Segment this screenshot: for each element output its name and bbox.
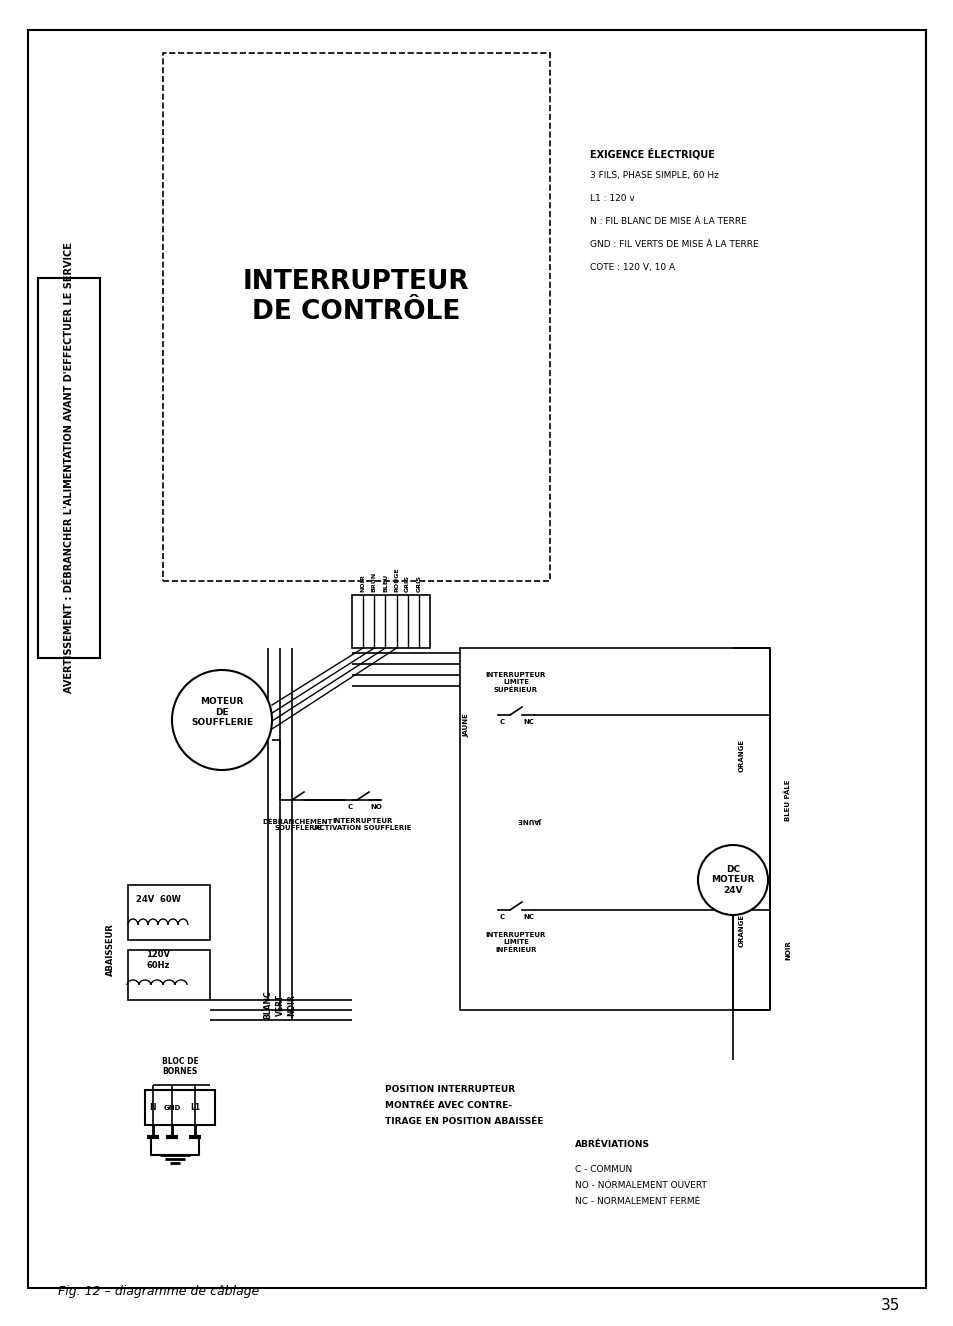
Text: JAUNE: JAUNE [517, 817, 541, 823]
Text: N : FIL BLANC DE MISE À LA TERRE: N : FIL BLANC DE MISE À LA TERRE [589, 217, 746, 225]
Text: BLANC: BLANC [263, 991, 273, 1020]
Text: 35: 35 [880, 1298, 899, 1313]
Text: NOIR: NOIR [360, 574, 365, 591]
Text: TIRAGE EN POSITION ABAISSÉE: TIRAGE EN POSITION ABAISSÉE [385, 1116, 543, 1126]
Text: BLEU PÂLE: BLEU PÂLE [784, 780, 790, 821]
Text: 3 FILS, PHASE SIMPLE, 60 Hz: 3 FILS, PHASE SIMPLE, 60 Hz [589, 171, 719, 180]
Text: DC
MOTEUR
24V: DC MOTEUR 24V [711, 865, 754, 895]
Text: ABRÉVIATIONS: ABRÉVIATIONS [575, 1140, 649, 1150]
Text: GND: GND [163, 1105, 180, 1111]
Text: 24V  60W: 24V 60W [135, 895, 180, 904]
Bar [163, 53, 550, 581]
Text: C: C [347, 804, 353, 810]
Bar [352, 595, 430, 648]
Text: MOTEUR
DE
SOUFFLERIE: MOTEUR DE SOUFFLERIE [191, 697, 253, 727]
Text: NOIR: NOIR [287, 994, 296, 1016]
Text: ROUGE: ROUGE [394, 568, 398, 591]
Bar [459, 648, 769, 1010]
Text: N: N [150, 1103, 156, 1113]
Text: DÉBRANCHEMENT
SOUFFLERIE: DÉBRANCHEMENT SOUFFLERIE [262, 818, 333, 831]
Text: POSITION INTERRUPTEUR: POSITION INTERRUPTEUR [385, 1085, 515, 1094]
Text: COTE : 120 V, 10 A: COTE : 120 V, 10 A [589, 263, 675, 272]
Text: NO - NORMALEMENT OUVERT: NO - NORMALEMENT OUVERT [575, 1181, 706, 1189]
Text: EXIGENCE ÉLECTRIQUE: EXIGENCE ÉLECTRIQUE [589, 149, 714, 159]
Text: ORANGE: ORANGE [739, 914, 744, 947]
Text: L1 : 120 v: L1 : 120 v [589, 194, 634, 203]
Text: INTERRUPTEUR
ACTIVATION SOUFFLERIE: INTERRUPTEUR ACTIVATION SOUFFLERIE [314, 818, 412, 831]
Text: C - COMMUN: C - COMMUN [575, 1166, 632, 1174]
Text: L1: L1 [190, 1103, 200, 1113]
Text: NC: NC [523, 914, 534, 920]
Text: ABAISSEUR: ABAISSEUR [106, 924, 114, 976]
Text: NC: NC [523, 719, 534, 725]
Text: C: C [499, 914, 504, 920]
Text: GRIS: GRIS [416, 575, 421, 591]
Text: Fig. 12 – diagramme de câblage: Fig. 12 – diagramme de câblage [58, 1285, 259, 1298]
Text: MONTRÉE AVEC CONTRE-: MONTRÉE AVEC CONTRE- [385, 1101, 512, 1110]
Bar [145, 1090, 214, 1124]
Text: BRUN: BRUN [372, 572, 376, 591]
Text: BLOC DE
BORNES: BLOC DE BORNES [161, 1057, 198, 1075]
Text: 120V
60Hz: 120V 60Hz [146, 951, 170, 969]
Text: INTERRUPTEUR
LIMITE
INFÉRIEUR: INTERRUPTEUR LIMITE INFÉRIEUR [485, 932, 546, 952]
Text: BLEU: BLEU [382, 574, 388, 591]
Text: VERT: VERT [275, 994, 284, 1016]
Text: NO: NO [370, 804, 381, 810]
Text: INTERRUPTEUR
LIMITE
SUPÉRIEUR: INTERRUPTEUR LIMITE SUPÉRIEUR [485, 672, 546, 693]
Text: NOIR: NOIR [784, 940, 790, 960]
Text: JAUNE: JAUNE [462, 713, 469, 737]
Text: GND : FIL VERTS DE MISE À LA TERRE: GND : FIL VERTS DE MISE À LA TERRE [589, 240, 758, 249]
Text: AVERTISSEMENT : DÉBRANCHER L'ALIMENTATION AVANT D'EFFECTUER LE SERVICE: AVERTISSEMENT : DÉBRANCHER L'ALIMENTATIO… [64, 243, 74, 693]
Circle shape [698, 845, 767, 915]
Text: INTERRUPTEUR
DE CONTRÔLE: INTERRUPTEUR DE CONTRÔLE [242, 269, 469, 325]
Text: GRIS: GRIS [405, 575, 410, 591]
Bar [128, 949, 210, 1000]
Bar [128, 884, 210, 940]
Text: C: C [499, 719, 504, 725]
Bar [38, 278, 100, 658]
Circle shape [172, 670, 272, 770]
Text: ORANGE: ORANGE [739, 739, 744, 772]
Text: NC - NORMALEMENT FERMÉ: NC - NORMALEMENT FERMÉ [575, 1197, 700, 1207]
